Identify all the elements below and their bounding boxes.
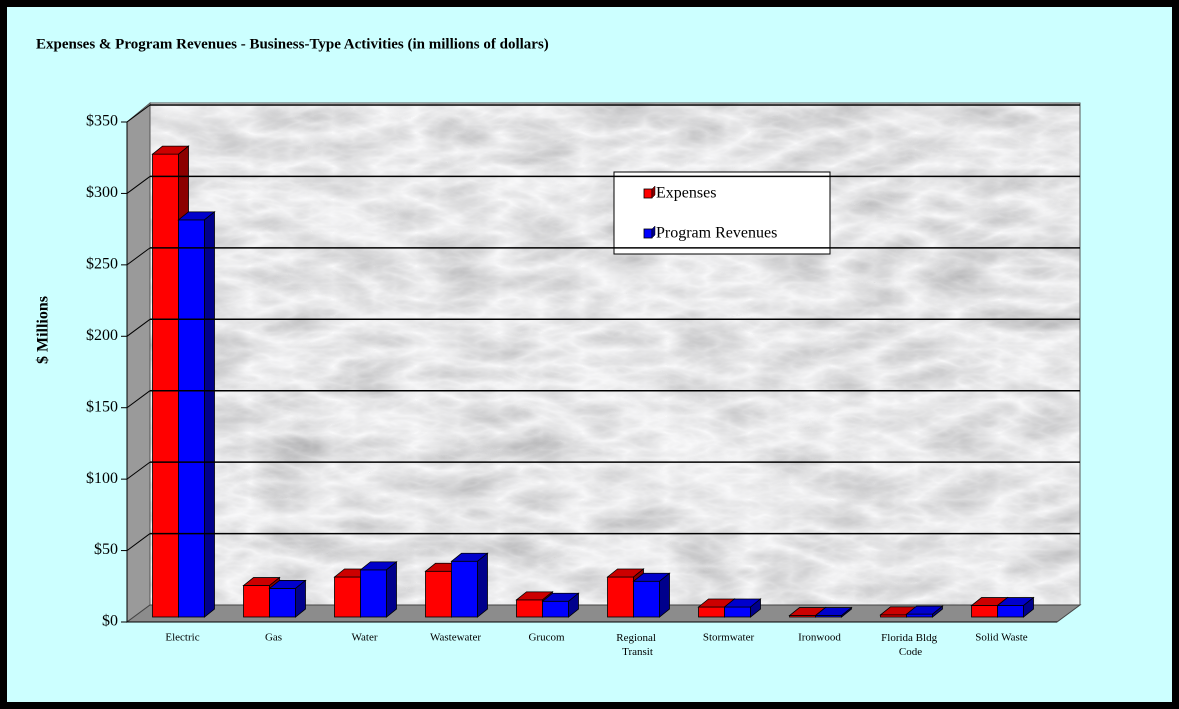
bar-front [360,569,387,618]
x-tick-label: Florida Bldg Code [881,632,940,658]
x-tick-label: Regional Transit [616,632,658,658]
y-tick-label: $50 [94,541,118,558]
y-tick-label: $300 [86,184,118,201]
chart: Expenses & Program Revenues - Business-T… [35,36,1082,658]
legend-swatch-side [651,225,656,239]
bar-side [1023,596,1034,618]
x-tick-label: Grucom [528,632,564,644]
bar-side [204,211,215,618]
grid-line-side [126,318,151,337]
chart-title: Expenses & Program Revenues - Business-T… [36,36,549,52]
bar-side [477,552,488,618]
bar-front [906,613,933,618]
bar-side [295,579,306,618]
legend-box [613,171,831,255]
grid-line-side [126,247,151,266]
bar-front [334,576,361,618]
bar-front [607,576,634,618]
legend-label: Program Revenues [656,225,777,242]
grid-line-side [126,461,151,480]
bar-side [568,592,579,618]
bar-side [659,572,670,618]
y-tick-label: $200 [86,327,118,344]
bar-side [386,561,397,618]
bar-front [698,606,725,618]
bar-front [451,560,478,618]
bar-front [269,588,296,618]
grid-line-side [126,533,151,551]
bar-side [841,606,852,618]
side-wall [126,101,151,623]
grid-line-side [126,176,151,194]
x-tick-label: Solid Waste [975,632,1028,644]
legend-swatch [643,228,653,239]
x-tick-label: Water [352,632,378,644]
grid-line-side [126,390,151,409]
bar-front [243,585,270,618]
y-tick-label: $100 [86,470,118,487]
bar-front [971,605,998,618]
grid-line-side [126,104,151,123]
x-tick-label: Ironwood [798,632,841,644]
legend-swatch-side [651,185,656,199]
bar-front [152,153,179,618]
x-tick-label: Wastewater [430,632,481,644]
bar-front [724,606,751,618]
legend-label: Expenses [656,185,716,202]
y-tick-label: $150 [86,398,118,415]
bar-front [425,570,452,618]
y-tick-label: $0 [102,613,118,630]
x-tick-label: Electric [165,632,199,644]
bar-front [542,600,569,618]
bar-side [932,605,943,618]
bar-front [633,580,660,618]
bar-side [750,598,761,618]
x-tick-label: Stormwater [703,632,755,644]
bar-front [997,605,1024,618]
y-axis-label: $ Millions [35,296,52,364]
y-tick-label: $250 [86,256,118,273]
legend-swatch [643,188,653,199]
bar-front [516,599,543,618]
x-tick-label: Gas [265,632,282,644]
bars [151,145,1035,618]
y-tick-label: $350 [86,113,118,130]
bar-front [178,219,205,618]
